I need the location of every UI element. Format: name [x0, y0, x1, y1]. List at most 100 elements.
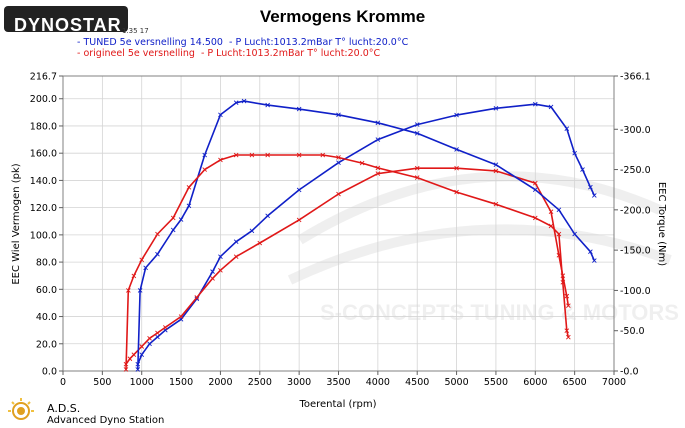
software-version: 1.35 17 [122, 27, 149, 35]
data-point [375, 165, 381, 171]
y-tick-label: 100.0 [30, 230, 57, 241]
legend-original: - origineel 5e versnelling - P Lucht:101… [77, 48, 381, 59]
data-point [556, 231, 562, 237]
data-point [493, 162, 499, 168]
data-point [131, 273, 137, 279]
chart-series [123, 98, 597, 372]
data-point [218, 267, 223, 273]
data-point [493, 168, 499, 174]
y-tick-label: 40.0 [36, 312, 57, 323]
data-point [265, 152, 270, 158]
data-point [139, 344, 145, 349]
y2-tick-label: -50.0 [620, 326, 645, 337]
data-point [560, 280, 566, 285]
series-line [125, 167, 570, 365]
data-point [564, 126, 570, 132]
x-tick-label: 0 [60, 377, 66, 388]
y2-tick-label: -0.0 [620, 367, 639, 378]
data-point [414, 130, 420, 136]
data-point [135, 367, 141, 372]
data-point [202, 152, 208, 158]
data-point [493, 105, 499, 111]
data-point [564, 328, 570, 334]
data-point [375, 137, 381, 142]
x-tick-label: 1500 [169, 377, 193, 388]
data-point [139, 257, 145, 263]
data-point [265, 213, 270, 219]
data-point [580, 167, 585, 172]
x-tick-label: 3000 [287, 377, 311, 388]
data-point [532, 180, 538, 186]
data-point [548, 223, 554, 229]
y-tick-label: 80.0 [36, 258, 57, 269]
x-axis-label: Toerental (rpm) [298, 399, 376, 410]
data-point [155, 334, 160, 340]
chart-title: Vermogens Kromme [259, 7, 426, 26]
data-point [296, 187, 302, 193]
data-point [548, 104, 554, 110]
data-point [178, 314, 184, 319]
data-point [139, 352, 145, 357]
y-tick-label: 0.0 [42, 367, 57, 378]
x-tick-label: 2000 [208, 377, 232, 388]
data-point [564, 293, 570, 299]
data-point [123, 367, 129, 372]
data-point [257, 240, 263, 246]
data-point [127, 356, 133, 362]
data-point [233, 100, 239, 105]
data-point [170, 227, 176, 233]
data-point [202, 167, 208, 172]
data-point [336, 112, 341, 118]
data-point [454, 165, 459, 171]
data-point [532, 187, 538, 193]
data-point [155, 330, 160, 336]
data-point [218, 254, 223, 259]
y-tick-label: 20.0 [36, 339, 57, 350]
y2-tick-label: -366.1 [620, 72, 651, 83]
data-point [218, 157, 223, 163]
data-point [296, 217, 302, 223]
ads-name: A.D.S. [47, 402, 81, 415]
data-point [532, 215, 538, 221]
x-tick-label: 6500 [563, 377, 587, 388]
data-point [336, 191, 341, 197]
data-point [414, 165, 420, 171]
x-tick-label: 1000 [130, 377, 154, 388]
y-tick-label: 120.0 [30, 203, 57, 214]
data-point [556, 207, 562, 213]
data-point [233, 254, 239, 259]
series-line [125, 154, 570, 370]
data-point [320, 152, 326, 158]
data-point [218, 112, 223, 118]
data-point [296, 106, 302, 112]
dynostar-logo-text: DYNOSTAR [14, 15, 122, 35]
ads-subtitle: Advanced Dyno Station [47, 415, 165, 426]
data-point [233, 152, 239, 158]
legend-tuned: - TUNED 5e versnelling 14.500 - P Lucht:… [77, 37, 409, 48]
data-point [210, 276, 215, 281]
data-point [375, 120, 381, 126]
data-point [572, 150, 577, 156]
data-point [131, 352, 137, 357]
x-tick-label: 2500 [248, 377, 272, 388]
y-tick-label: 216.7 [30, 72, 57, 83]
y2-tick-label: -200.0 [620, 205, 651, 216]
data-point [178, 217, 184, 222]
data-point [414, 122, 420, 127]
x-tick-label: 500 [93, 377, 111, 388]
data-point [249, 152, 255, 158]
data-point [454, 147, 459, 152]
data-point [241, 98, 247, 104]
data-point [336, 155, 341, 160]
data-point [265, 102, 270, 108]
data-point [414, 175, 420, 180]
series-line [137, 103, 596, 365]
chart-grid [62, 75, 615, 372]
y2-tick-label: -300.0 [620, 125, 651, 136]
y-tick-label: 200.0 [30, 94, 57, 105]
data-point [592, 258, 597, 263]
data-point [359, 160, 365, 166]
data-point [137, 288, 143, 293]
x-tick-label: 4000 [366, 377, 390, 388]
